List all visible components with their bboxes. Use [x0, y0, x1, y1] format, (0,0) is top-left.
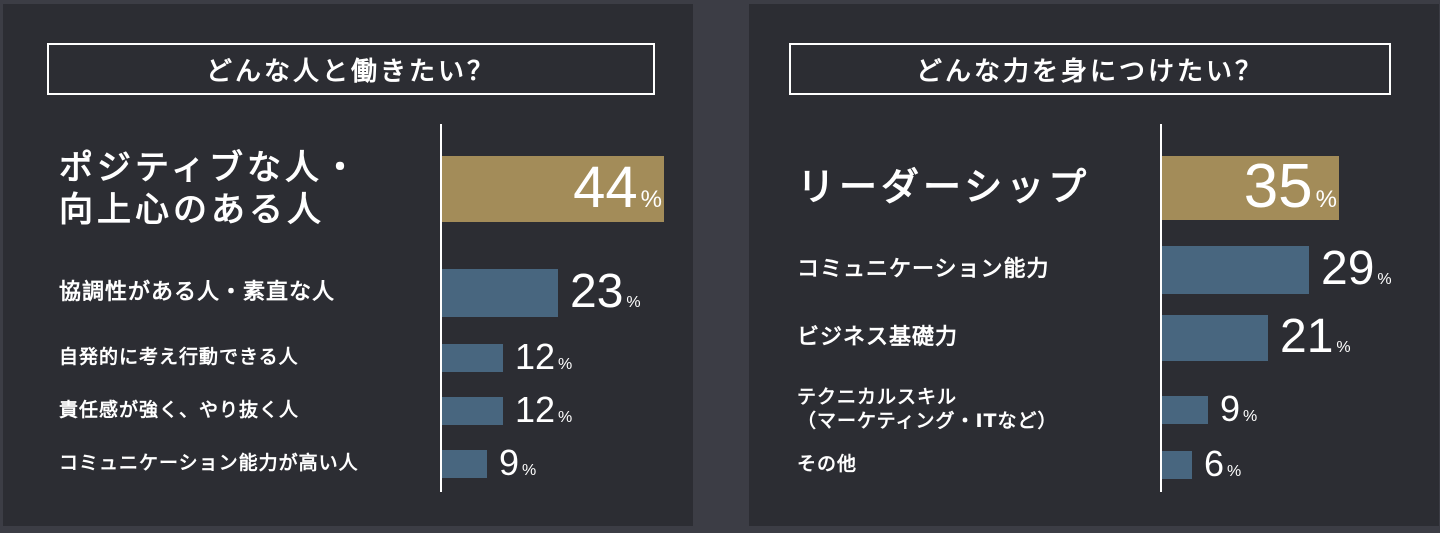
category-label: 協調性がある人・素直な人 [59, 280, 336, 306]
chart-title: どんな人と働きたい？ [47, 43, 655, 95]
value-label: 9% [499, 445, 536, 481]
value-number: 6 [1204, 443, 1225, 485]
value-number: 12 [515, 336, 556, 378]
chart-panel-right: どんな力を身につけたい？ リーダーシップ 35% コミュニケーション能力 29% ビジネ… [749, 4, 1439, 526]
value-label: 29% [1321, 245, 1392, 293]
bar [1162, 246, 1309, 294]
category-label: リーダーシップ [797, 165, 1091, 210]
value-label: 44% [573, 154, 662, 220]
bar [1162, 451, 1192, 479]
category-label: その他 [797, 453, 858, 476]
value-number: 44 [573, 154, 638, 220]
chart-panel-left: どんな人と働きたい？ ポジティブな人・ 向上心のある人 44% 協調性がある人・素直… [3, 4, 693, 526]
percent-unit: % [1336, 339, 1351, 357]
chart-title: どんな力を身につけたい？ [789, 43, 1391, 95]
value-number: 35 [1243, 151, 1313, 221]
value-label: 23% [570, 268, 641, 316]
axis-line [440, 124, 442, 492]
bar [442, 269, 558, 317]
bar [1162, 396, 1208, 424]
value-label: 9% [1220, 391, 1257, 427]
value-label: 21% [1280, 313, 1351, 361]
percent-unit: % [1243, 408, 1258, 426]
bar [442, 344, 503, 372]
bar [442, 397, 503, 425]
bar [1162, 315, 1268, 361]
bar [442, 156, 664, 222]
percent-unit: % [558, 409, 573, 427]
value-label: 12% [515, 392, 572, 428]
percent-unit: % [1315, 185, 1337, 213]
value-number: 9 [499, 442, 520, 484]
category-label: テクニカルスキル （マーケティング・ITなど） [797, 386, 1058, 432]
percent-unit: % [626, 294, 641, 312]
value-label: 12% [515, 339, 572, 375]
category-label: 自発的に考え行動できる人 [59, 346, 299, 369]
percent-unit: % [640, 185, 662, 213]
percent-unit: % [522, 462, 537, 480]
category-label: ポジティブな人・ 向上心のある人 [59, 147, 361, 231]
percent-unit: % [1227, 463, 1242, 481]
percent-unit: % [1377, 271, 1392, 289]
value-label: 6% [1204, 446, 1241, 482]
axis-line [1160, 124, 1162, 492]
category-label: 責任感が強く、やり抜く人 [59, 399, 300, 422]
bar [1162, 156, 1339, 220]
value-number: 9 [1220, 388, 1241, 430]
value-number: 12 [515, 389, 556, 431]
value-number: 21 [1280, 310, 1334, 364]
bar [442, 450, 487, 478]
value-number: 23 [570, 265, 624, 319]
category-label: コミュニケーション能力が高い人 [59, 452, 359, 475]
category-label: コミュニケーション能力 [797, 257, 1050, 283]
value-number: 29 [1321, 242, 1375, 296]
category-label: ビジネス基礎力 [797, 325, 959, 351]
value-label: 35% [1243, 151, 1337, 221]
percent-unit: % [558, 356, 573, 374]
